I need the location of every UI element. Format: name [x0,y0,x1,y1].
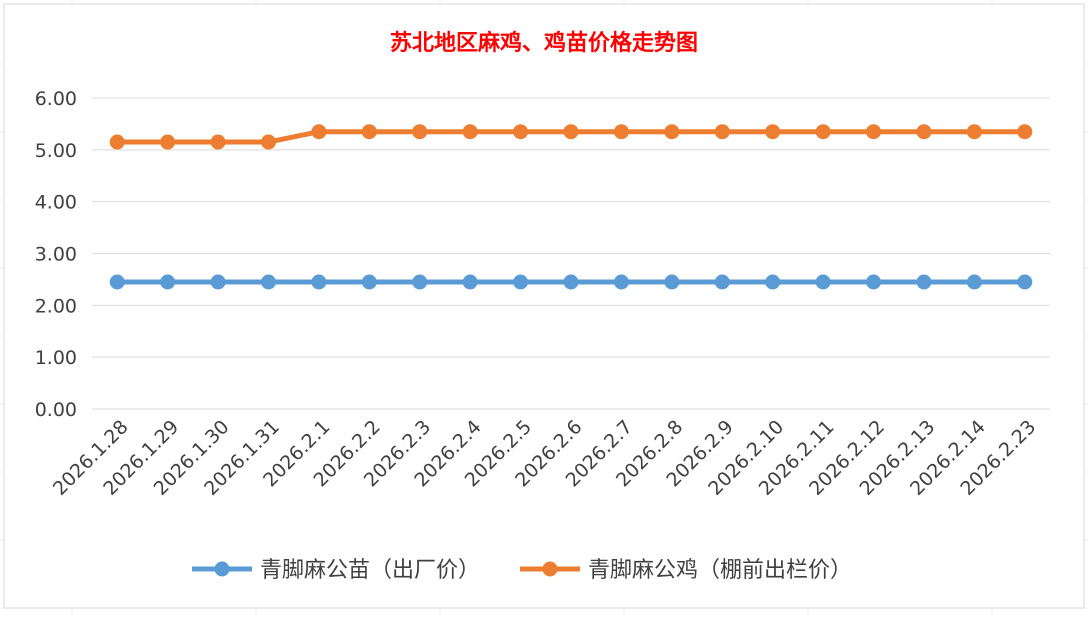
data-point [866,124,882,140]
data-point [664,274,680,290]
legend-label: 青脚麻公苗（出厂价） [260,558,480,583]
y-tick-label: 4.00 [35,192,77,214]
data-point [210,134,226,150]
chart-frame [3,3,1085,609]
y-tick-label: 0.00 [35,399,77,421]
data-point [109,274,125,290]
data-point [765,274,781,290]
data-point [109,134,125,150]
y-tick-label: 6.00 [35,88,77,110]
data-point [260,274,276,290]
y-axis-tick-labels: 0.00 1.00 2.00 3.00 4.00 5.00 6.00 [35,88,77,421]
data-point [513,274,529,290]
data-point [916,274,932,290]
legend-label: 青脚麻公鸡（棚前出栏价） [588,558,852,583]
data-point [966,274,982,290]
data-point [462,124,478,140]
y-tick-label: 3.00 [35,244,77,266]
data-point [361,124,377,140]
data-point [1017,274,1033,290]
legend-swatch-marker [542,561,558,577]
data-point [613,274,629,290]
data-point [210,274,226,290]
legend-item: 青脚麻公苗（出厂价） [192,558,480,583]
data-point [412,274,428,290]
chart-title: 苏北地区麻鸡、鸡苗价格走势图 [390,30,698,56]
data-point [866,274,882,290]
data-point [462,274,478,290]
data-point [412,124,428,140]
y-tick-label: 1.00 [35,347,77,369]
series-1 [109,124,1033,150]
data-point [563,124,579,140]
series-0 [109,274,1033,290]
data-point [311,274,327,290]
legend: 青脚麻公苗（出厂价） 青脚麻公鸡（棚前出栏价） [192,558,852,583]
y-tick-label: 5.00 [35,140,77,162]
data-point [260,134,276,150]
data-point [916,124,932,140]
legend-item: 青脚麻公鸡（棚前出栏价） [520,558,852,583]
data-point [160,274,176,290]
data-point [966,124,982,140]
data-point [160,134,176,150]
y-tick-label: 2.00 [35,295,77,317]
data-point [311,124,327,140]
data-point [815,124,831,140]
data-point [714,274,730,290]
data-point [361,274,377,290]
data-point [563,274,579,290]
data-point [664,124,680,140]
data-point [513,124,529,140]
legend-swatch-marker [214,561,230,577]
data-point [613,124,629,140]
data-point [714,124,730,140]
data-point [765,124,781,140]
data-point [1017,124,1033,140]
data-point [815,274,831,290]
series-layer [109,124,1033,290]
gridlines [92,97,1050,410]
